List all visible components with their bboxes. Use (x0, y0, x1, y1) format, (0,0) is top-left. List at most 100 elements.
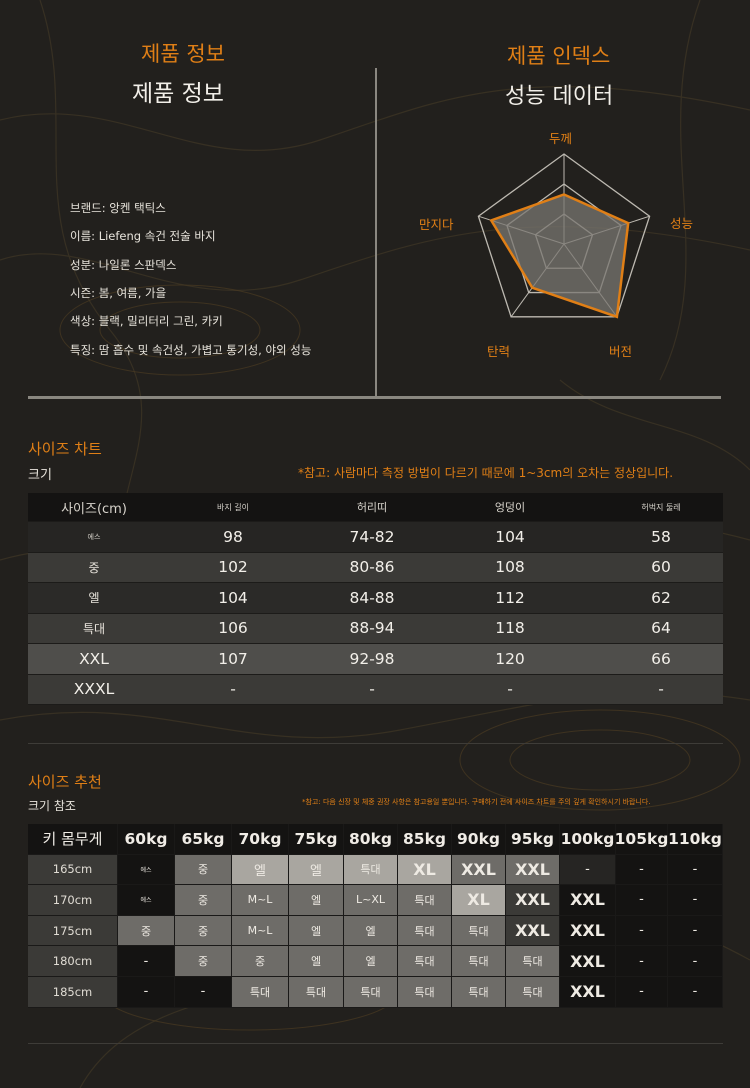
recommend-size-cell: 중 (175, 915, 232, 947)
weight-header-cell: 105kg (615, 824, 668, 855)
recommend-size-cell: 중 (118, 915, 175, 947)
header-thigh: 허벅지 둘레 (641, 502, 681, 512)
size-chart-row: 특대 106 88-94 118 64 (28, 613, 723, 644)
header-hip: 엉덩이 (494, 501, 526, 514)
product-info-title: 제품 정보 (132, 81, 224, 107)
size-chart-subtitle: 크기 (28, 468, 52, 483)
size-chart-row: 엘 104 84-88 112 62 (28, 583, 723, 614)
recommend-size-cell: 특대 (344, 976, 398, 1008)
radar-label-thickness: 두께 (549, 131, 573, 146)
name-line: 이름: Liefeng 속건 전술 바지 (70, 229, 216, 243)
recommend-size-cell: XXL (452, 854, 506, 886)
recommend-size-cell: 중 (175, 885, 232, 916)
weight-header-cell: 85kg (398, 824, 452, 855)
recommend-size-cell: - (616, 854, 668, 886)
radar-value-area (489, 193, 630, 319)
season-line: 시즌: 봄, 여름, 가을 (70, 286, 167, 300)
size-value-cell: 92-98 (349, 649, 395, 668)
header-bottom-divider (28, 396, 721, 399)
recommend-size-cell: - (668, 976, 723, 1008)
size-label: XXXL (73, 680, 115, 699)
size-value-cell: 118 (495, 619, 525, 638)
recommend-size-cell: 특대 (398, 915, 452, 947)
size-value-cell: 106 (218, 619, 248, 638)
recommend-size-cell: XL (452, 885, 506, 916)
height-label: 185cm (28, 976, 118, 1008)
recommend-size-cell: - (616, 946, 668, 977)
product-index-title-accent: 제품 인덱스 (507, 44, 611, 68)
recommend-header-row: 키 몸무게 60kg 65kg 70kg 75kg 80kg 85kg 90kg 95kg 100… (28, 824, 723, 855)
size-value-cell: 102 (218, 558, 248, 577)
recommend-size-cell: XXL (506, 885, 560, 916)
recommend-size-cell: 엘 (289, 946, 344, 977)
weight-header-cell: 100kg (560, 824, 616, 855)
recommend-size-cell: 특대 (452, 915, 506, 947)
radar-label-performance: 성능 (670, 216, 694, 231)
size-value-cell: - (507, 680, 513, 699)
size-value-cell: 60 (651, 558, 671, 577)
radar-grid-ring (477, 153, 651, 318)
recommend-row: 170cm 에스 중 M~L 엘 L~XL 특대 XL XXL XXL - - (28, 885, 723, 916)
size-value-cell: 58 (651, 527, 671, 546)
recommend-size-cell: 특대 (506, 946, 560, 977)
size-chart-row: XXXL - - - - (28, 674, 723, 705)
recommend-size-cell: 중 (232, 946, 289, 977)
section-divider (28, 743, 723, 744)
radar-label-version: 버전 (609, 344, 633, 359)
recommend-size-cell: M~L (232, 885, 289, 916)
size-value-cell: 112 (495, 588, 525, 607)
recommend-size-cell: 특대 (452, 976, 506, 1008)
recommend-size-cell: 특대 (289, 976, 344, 1008)
header-size: 사이즈(cm) (61, 501, 127, 517)
radar-label-touch: 만지다 (419, 217, 454, 232)
height-label: 180cm (28, 946, 118, 977)
radar-label-elasticity: 탄력 (487, 344, 511, 359)
performance-radar-chart (477, 153, 651, 319)
size-value-cell: 98 (223, 527, 243, 546)
size-value-cell: - (658, 680, 664, 699)
size-value-cell: 62 (651, 588, 671, 607)
size-value-cell: 80-86 (349, 558, 395, 577)
size-recommend-table: 키 몸무게 60kg 65kg 70kg 75kg 80kg 85kg 90kg 95kg 100… (28, 824, 723, 1008)
size-chart-note: *참고: 사람마다 측정 방법이 다르기 때문에 1~3cm의 오차는 정상입니… (298, 466, 674, 480)
recommend-size-cell: 에스 (118, 885, 175, 916)
size-recommend-subtitle: 크기 참조 (28, 799, 76, 813)
size-chart-title: 사이즈 차트 (28, 440, 102, 458)
recommend-size-cell: XXL (560, 976, 616, 1008)
height-label: 165cm (28, 854, 118, 886)
recommend-size-cell: - (668, 915, 723, 947)
recommend-size-cell: XXL (560, 946, 616, 977)
weight-header-cell: 110kg (668, 824, 723, 855)
size-label: 특대 (82, 621, 106, 636)
size-chart-row: 중 102 80-86 108 60 (28, 552, 723, 583)
performance-data-title: 성능 데이터 (505, 84, 614, 109)
brand-line: 브랜드: 앙켄 택틱스 (70, 201, 166, 215)
recommend-size-cell: - (616, 976, 668, 1008)
size-value-cell: 107 (218, 649, 248, 668)
recommend-size-cell: L~XL (344, 885, 398, 916)
size-value-cell: 104 (218, 588, 248, 607)
recommend-size-cell: 특대 (506, 976, 560, 1008)
recommend-row: 180cm - 중 중 엘 엘 특대 특대 특대 XXL - - (28, 946, 723, 977)
recommend-size-cell: - (616, 915, 668, 947)
recommend-size-cell: XXL (506, 854, 560, 886)
recommend-size-cell: 특대 (398, 976, 452, 1008)
size-value-cell: - (230, 680, 236, 699)
recommend-size-cell: - (668, 885, 723, 916)
recommend-size-cell: XXL (560, 915, 616, 947)
recommend-size-cell: - (560, 854, 616, 886)
recommend-size-cell: - (668, 854, 723, 886)
size-value-cell: 66 (651, 649, 671, 668)
size-label: XXL (79, 649, 109, 668)
height-label: 170cm (28, 885, 118, 916)
size-label: 에스 (87, 532, 101, 541)
recommend-size-cell: 엘 (289, 885, 344, 916)
recommend-row: 165cm 에스 중 엘 엘 특대 XL XXL XXL - - - (28, 854, 723, 886)
weight-header-cell: 95kg (506, 824, 560, 855)
size-value-cell: 84-88 (349, 588, 395, 607)
recommend-row: 175cm 중 중 M~L 엘 엘 특대 특대 XXL XXL - - (28, 915, 723, 947)
height-label: 175cm (28, 915, 118, 947)
header-pants-length: 바지 길이 (217, 502, 249, 512)
weight-header-cell: 80kg (344, 824, 398, 855)
bottom-divider (28, 1043, 723, 1044)
